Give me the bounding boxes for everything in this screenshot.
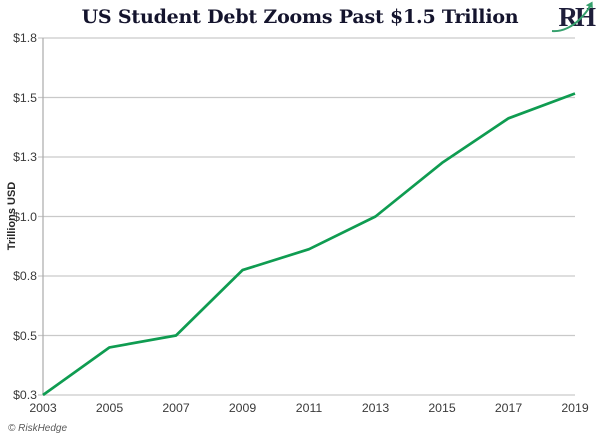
x-axis-tick-label: 2011 xyxy=(295,401,323,415)
x-axis-tick-label: 2019 xyxy=(561,401,589,415)
y-axis-tick-label: $0.3 xyxy=(13,388,37,402)
copyright-attribution: © RiskHedge xyxy=(8,423,68,434)
x-axis-tick-label: 2007 xyxy=(162,401,190,415)
logo-swoosh-curve xyxy=(551,5,592,33)
x-axis-tick-label: 2009 xyxy=(228,401,257,415)
riskhedge-logo: RH xyxy=(551,1,597,35)
debt-line-series xyxy=(42,92,576,397)
y-axis-tick-label: $0.5 xyxy=(13,328,37,343)
y-axis-tick-label: $0.8 xyxy=(13,269,37,283)
y-axis-tick-label: $1.8 xyxy=(13,31,37,45)
y-axis-tick-label: $1.0 xyxy=(13,209,37,224)
x-axis-tick-label: 2003 xyxy=(29,401,57,415)
x-axis-tick-label: 2013 xyxy=(361,401,390,415)
x-axis-tick-label: 2017 xyxy=(494,401,523,415)
logo-arrowhead xyxy=(585,1,593,9)
y-axis-tick-label: $1.3 xyxy=(13,150,37,164)
chart-title: US Student Debt Zooms Past $1.5 Trillion xyxy=(81,6,519,28)
logo-arrow-icon xyxy=(551,1,593,33)
x-axis-tick-label: 2015 xyxy=(428,401,456,415)
y-axis-tick-label: $1.5 xyxy=(13,90,37,105)
x-axis-tick-label: 2005 xyxy=(95,401,124,415)
